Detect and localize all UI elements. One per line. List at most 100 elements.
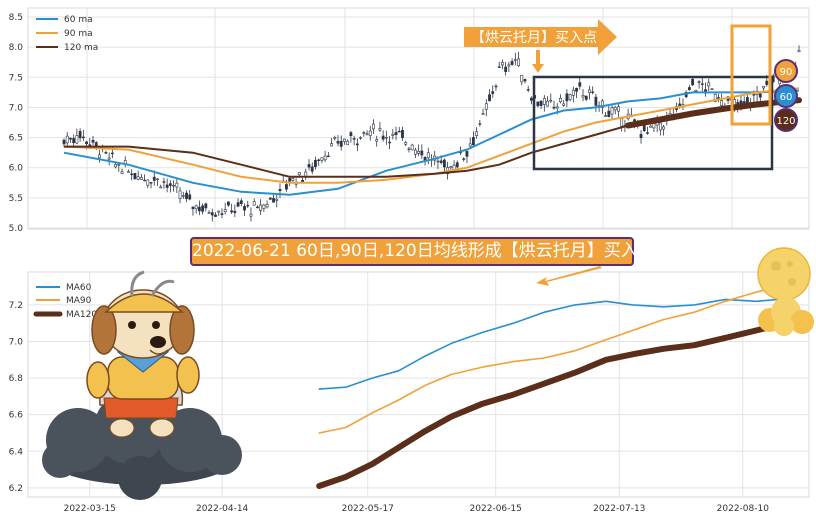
- candle-body: [407, 148, 411, 150]
- highlight-box: [730, 24, 772, 126]
- candle-body: [310, 166, 314, 172]
- legend-label-ma60: MA60: [66, 283, 92, 293]
- candle-body: [256, 206, 259, 209]
- legend-label-ma120: MA120: [66, 310, 97, 320]
- candle-body: [159, 186, 163, 189]
- candle-body: [488, 94, 491, 102]
- candle-body: [404, 142, 408, 145]
- candle-body: [362, 132, 366, 134]
- candle-body: [649, 125, 653, 128]
- arrow-label: 【烘云托月】买入点: [471, 30, 597, 46]
- bottom-x-tick-label: 2022-03-15: [64, 504, 116, 514]
- candle-body: [259, 204, 263, 211]
- candle-body: [478, 123, 482, 125]
- candle-body: [510, 61, 514, 65]
- candle-body: [717, 97, 720, 99]
- top-price-chart: 5.0 5.5 6.0 6.5 7.0 7.5 8.0 8.5 【烘云托月】买入点 60 ma…: [9, 7, 810, 234]
- candle-body: [136, 176, 140, 180]
- candle-body: [797, 50, 801, 53]
- candle-body: [227, 201, 230, 206]
- candle-body: [65, 135, 69, 144]
- top-y-tick-label: 8.5: [9, 13, 23, 23]
- ma-badges: 90 60 120: [774, 59, 798, 132]
- candle-body: [687, 87, 691, 90]
- top-y-tick-label: 6.5: [9, 134, 23, 144]
- candle-body: [127, 171, 130, 173]
- candle-body: [301, 179, 304, 183]
- candle-body: [565, 93, 569, 102]
- top-y-tick-label: 5.0: [9, 224, 24, 234]
- candle-body: [697, 81, 701, 83]
- candle-body: [146, 179, 150, 186]
- bottom-y-tick-label: 7.0: [9, 338, 24, 348]
- bottom-y-tick-label: 6.6: [9, 411, 24, 421]
- candle-body: [349, 132, 353, 137]
- candle-body: [72, 138, 76, 144]
- bottom-line-ma60: [318, 298, 779, 390]
- candle-body: [436, 160, 440, 163]
- candle-body: [536, 101, 540, 107]
- candle-body: [468, 143, 472, 147]
- candle-body: [426, 152, 430, 159]
- candle-body: [700, 83, 704, 85]
- candle-body: [604, 115, 607, 117]
- candle-body: [546, 100, 549, 107]
- candle-body: [91, 139, 95, 143]
- top-y-tick-label: 6.0: [9, 164, 24, 174]
- candle-body: [278, 189, 282, 192]
- candle-body: [752, 94, 756, 96]
- candle-body: [372, 123, 375, 130]
- candle-body: [165, 184, 169, 188]
- candle-body: [607, 110, 611, 118]
- candle-body: [639, 134, 643, 139]
- candle-body: [117, 164, 121, 166]
- candle-body: [442, 159, 446, 168]
- candle-body: [613, 107, 617, 111]
- candle-body: [691, 78, 695, 86]
- candle-body: [314, 159, 317, 167]
- candle-body: [542, 98, 546, 105]
- candle-body: [578, 82, 582, 87]
- candle-body: [204, 203, 208, 209]
- candle-body: [197, 206, 201, 212]
- candle-body: [201, 205, 205, 212]
- candle-body: [239, 200, 243, 205]
- candle-body: [530, 97, 533, 101]
- candle-body: [707, 82, 711, 87]
- bottom-ma-lines: [316, 285, 782, 489]
- candle-body: [594, 96, 598, 106]
- candle-body: [494, 85, 498, 88]
- candle-body: [268, 197, 272, 200]
- candle-body: [210, 212, 214, 216]
- consolidation-box: [532, 75, 774, 171]
- candle-body: [401, 130, 404, 139]
- candle-body: [162, 181, 166, 183]
- candle-body: [620, 118, 624, 127]
- candle-body: [75, 135, 79, 144]
- candle-body: [549, 99, 553, 102]
- top-plot-area: [27, 7, 810, 230]
- candle-body: [365, 133, 369, 136]
- candle-body: [513, 59, 517, 61]
- candle-body: [326, 155, 330, 158]
- candle-body: [69, 137, 72, 140]
- candle-body: [552, 106, 556, 109]
- candle-body: [265, 204, 269, 208]
- candle-body: [320, 157, 324, 161]
- top-ma-line-60-ma: [63, 89, 800, 196]
- candle-body: [575, 87, 578, 92]
- candle-body: [439, 160, 443, 163]
- bottom-line-ma120: [316, 322, 782, 489]
- badge-90-label: 90: [780, 67, 793, 78]
- candle-body: [746, 97, 749, 104]
- top-y-tick-label: 8.0: [9, 43, 24, 53]
- dog-icon: [86, 270, 200, 438]
- candle-body: [713, 94, 717, 102]
- candle-body: [336, 141, 340, 144]
- candle-body: [317, 159, 321, 162]
- candle-body: [562, 103, 566, 106]
- arrow-shape: [464, 19, 617, 55]
- candle-body: [307, 164, 311, 168]
- candle-body: [758, 93, 762, 98]
- candle-body: [520, 75, 524, 83]
